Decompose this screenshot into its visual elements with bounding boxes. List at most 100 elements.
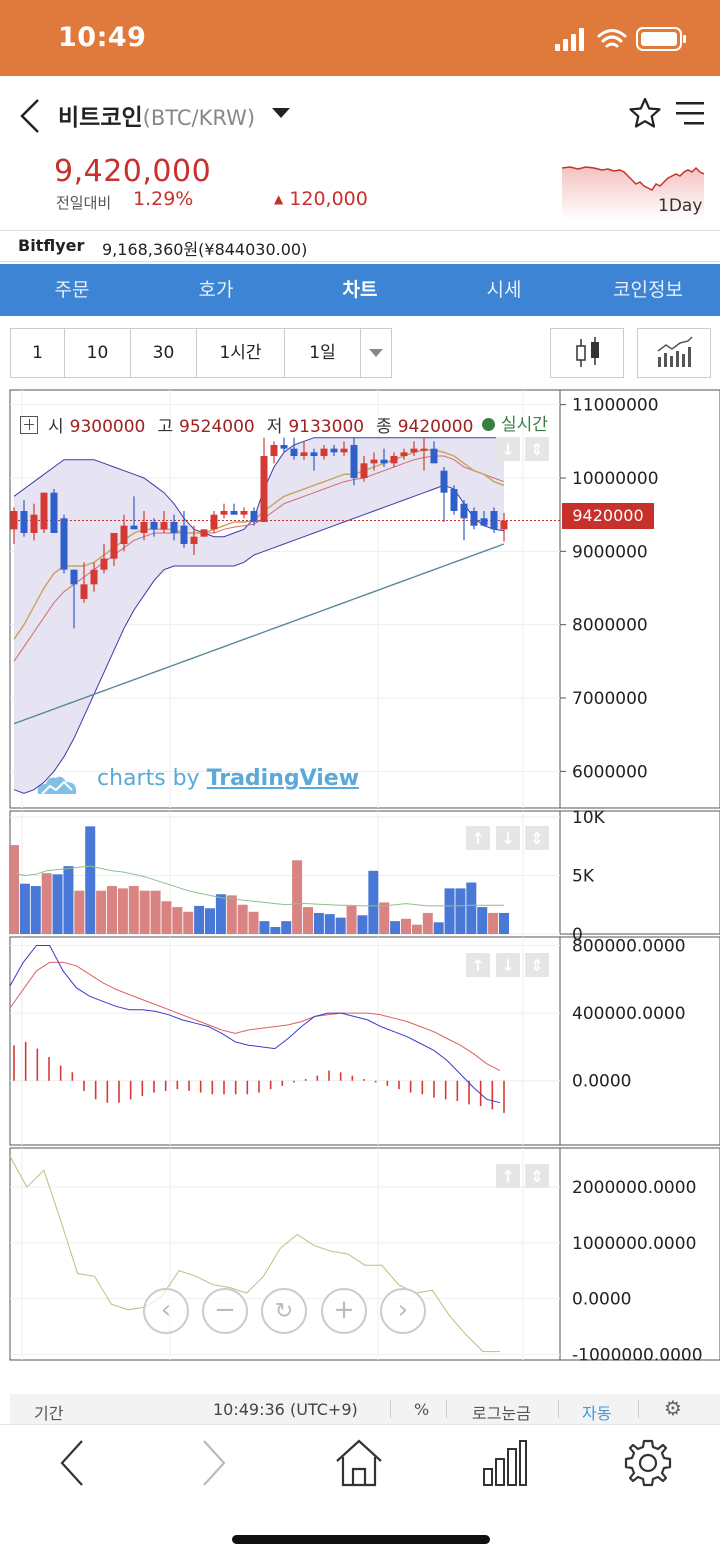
zoom-in-button[interactable]: +: [321, 1288, 367, 1334]
volume-bar: [172, 907, 183, 934]
candle-body: [150, 522, 158, 530]
volume-bar: [205, 908, 215, 934]
tab-orderbook[interactable]: 호가: [198, 279, 234, 301]
auto-scale-toggle[interactable]: 자동: [582, 1404, 612, 1423]
ohlc-legend: 시 9300000 고 9524000 저 9133000 종 9420000: [20, 412, 485, 437]
interval-1day[interactable]: 1일: [285, 329, 361, 377]
reset-chart-button[interactable]: ↻: [261, 1288, 307, 1334]
signal-icon: [555, 28, 584, 51]
expand-icon[interactable]: [20, 416, 38, 434]
volume-bar: [390, 921, 401, 934]
bollinger-lower-line: [13, 484, 505, 794]
volume-bar: [411, 924, 422, 934]
interval-30min[interactable]: 30: [131, 329, 197, 377]
high-label: 고: [157, 417, 173, 437]
refresh-icon: ↻: [274, 1299, 294, 1324]
candle-body: [340, 448, 348, 453]
indicator-button[interactable]: [637, 328, 711, 378]
chevron-down-icon: [369, 349, 383, 357]
gear-icon[interactable]: ⚙: [664, 1396, 682, 1420]
volume-bar: [52, 874, 63, 934]
y-tick-label: 7000000: [572, 689, 648, 709]
candle-body: [470, 511, 478, 526]
pane-frame: [9, 1147, 720, 1361]
current-price: 9,420,000: [54, 154, 212, 189]
volume-bar: [401, 918, 411, 934]
candle-body: [250, 511, 258, 522]
candle-body: [260, 456, 268, 522]
pane-move-down-button-glyph: ↓: [501, 440, 514, 459]
candle-body: [70, 569, 78, 585]
candle-body: [90, 569, 98, 585]
tab-market-price[interactable]: 시세: [486, 279, 522, 301]
tradingview-watermark[interactable]: charts by TradingView: [97, 766, 359, 791]
scroll-right-button[interactable]: ›: [380, 1288, 426, 1334]
back-icon[interactable]: [14, 96, 46, 136]
interval-1hour[interactable]: 1시간: [197, 329, 285, 377]
interval-more-button[interactable]: [361, 329, 391, 377]
volume-bar: [303, 907, 313, 934]
candle-body: [220, 511, 228, 515]
candle-body: [360, 463, 368, 478]
y-tick-label: 1000000.0000: [572, 1234, 696, 1254]
volume-bar: [19, 883, 30, 934]
forward-nav-icon[interactable]: [182, 1433, 246, 1493]
candle-body: [180, 525, 188, 544]
candle-body: [500, 520, 508, 530]
candle-body: [450, 489, 458, 511]
candle-body: [430, 448, 438, 464]
minus-icon: −: [214, 1295, 236, 1325]
candle-body: [270, 445, 278, 456]
volume-bar: [30, 886, 41, 934]
pane-resize-button-glyph: ⇕: [530, 829, 543, 848]
back-nav-icon[interactable]: [40, 1433, 104, 1493]
bar-chart-icon[interactable]: [472, 1433, 536, 1493]
reference-exchange: Bitflyer 9,168,360원(¥844030.00): [0, 230, 720, 262]
sparkline-line: [562, 166, 704, 191]
page-title[interactable]: 비트코인(BTC/KRW): [58, 98, 255, 132]
candle-body: [230, 511, 238, 515]
percent-scale-toggle[interactable]: %: [414, 1400, 430, 1419]
candle-body: [440, 470, 448, 493]
tab-chart[interactable]: 차트: [342, 279, 378, 301]
close-value: 9420000: [397, 417, 474, 437]
volume-bar: [488, 912, 499, 934]
candle-body: [350, 445, 358, 478]
star-icon[interactable]: [628, 96, 662, 130]
price-chart-area[interactable]: 11000000 10000000 9000000 8000000 7000000 600…: [0, 386, 720, 1366]
volume-bar: [422, 912, 433, 934]
log-scale-toggle[interactable]: 로그눈금: [472, 1404, 531, 1423]
tab-order[interactable]: 주문: [54, 279, 90, 301]
volume-bar: [477, 907, 488, 934]
y-tick-label: 400000.0000: [572, 1004, 686, 1024]
chevron-down-icon[interactable]: [272, 108, 290, 118]
volume-bar: [346, 905, 357, 934]
settings-icon[interactable]: [616, 1433, 680, 1493]
volume-bar: [107, 886, 117, 934]
zoom-out-button[interactable]: −: [202, 1288, 248, 1334]
realtime-indicator[interactable]: 실시간: [482, 410, 548, 435]
period-button[interactable]: 기간: [34, 1404, 64, 1423]
candle-body: [240, 511, 248, 515]
pane-move-down-button-glyph: ↓: [501, 829, 514, 848]
realtime-label: 실시간: [501, 415, 548, 435]
tab-coin-info[interactable]: 코인정보: [613, 279, 683, 301]
candle-body: [190, 536, 198, 544]
candle-body: [160, 522, 168, 530]
battery-icon: [636, 27, 686, 51]
volume-bar: [183, 911, 194, 934]
chart-type-button[interactable]: [550, 328, 624, 378]
sparkline-chart[interactable]: [562, 162, 704, 220]
volume-bar: [9, 845, 19, 934]
interval-10min[interactable]: 10: [65, 329, 131, 377]
open-label: 시: [48, 417, 64, 437]
interval-1min[interactable]: 1: [11, 329, 65, 377]
scroll-left-button[interactable]: ‹: [143, 1288, 189, 1334]
menu-icon[interactable]: [674, 98, 706, 128]
divider: [558, 1400, 559, 1418]
home-icon[interactable]: [327, 1433, 391, 1493]
pane-resize-button: [525, 826, 549, 850]
ma-mid-line: [13, 455, 505, 662]
y-tick-label: 0: [572, 925, 583, 945]
header: 비트코인(BTC/KRW): [0, 76, 720, 148]
